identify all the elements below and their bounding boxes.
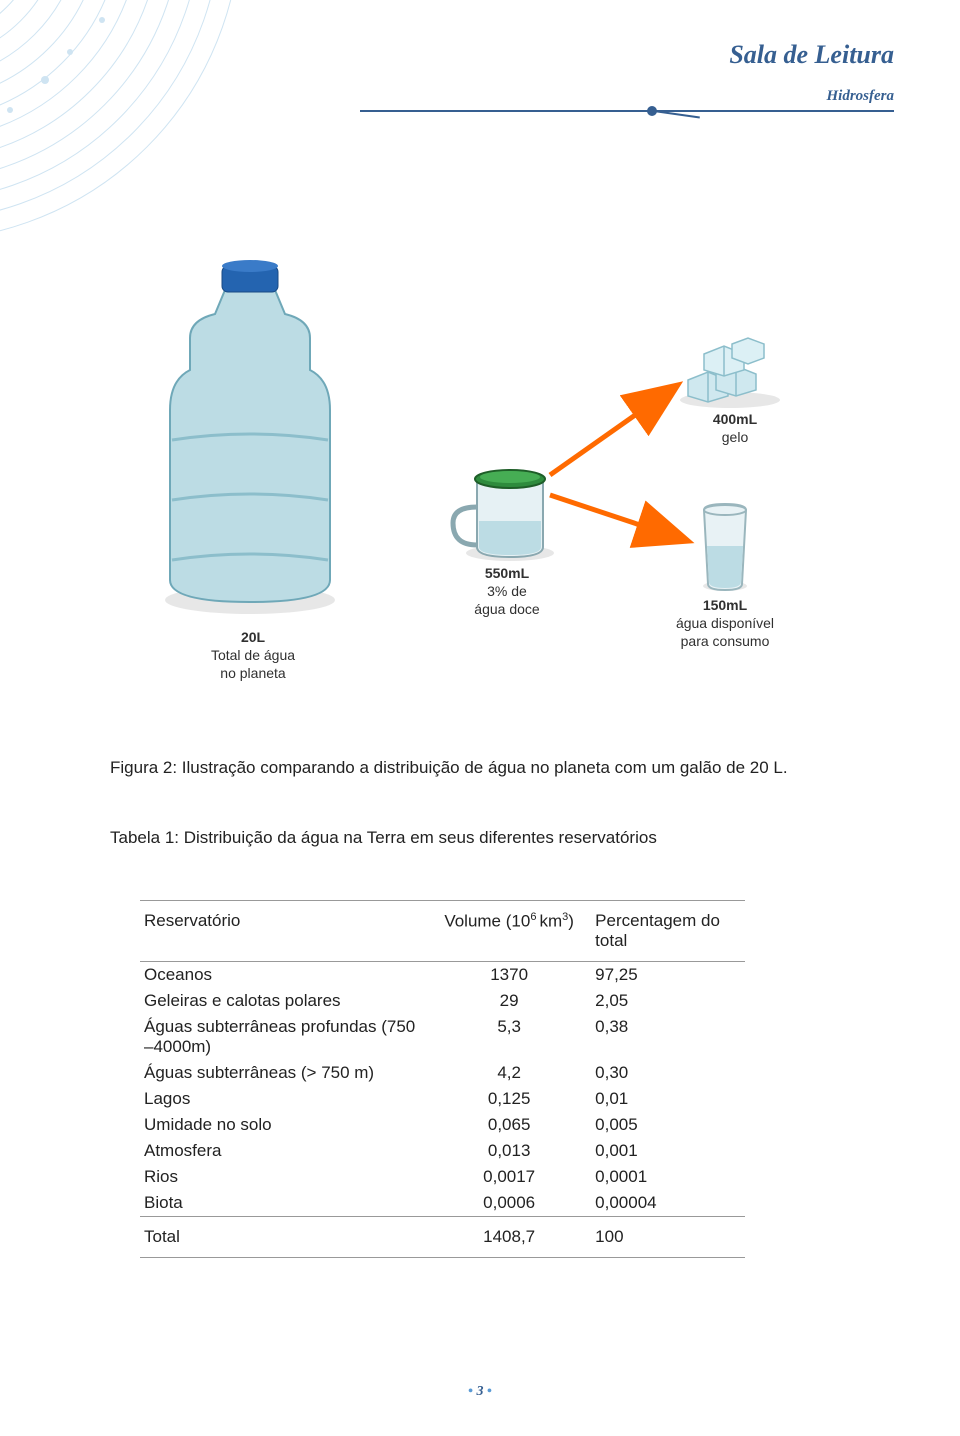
page-header: Sala de Leitura Hidrosfera — [729, 40, 894, 105]
table-row: Geleiras e calotas polares292,05 — [140, 988, 745, 1014]
table-row: Atmosfera0,0130,001 — [140, 1138, 745, 1164]
bottle-label: 20L Total de água no planeta — [168, 628, 338, 683]
ice-label: 400mL gelo — [685, 410, 785, 446]
glass-icon — [690, 500, 760, 595]
cup-label: 550mL 3% de água doce — [452, 564, 562, 619]
header-title: Sala de Leitura — [729, 40, 894, 70]
table-total-row: Total 1408,7 100 — [140, 1217, 745, 1258]
header-subtitle: Hidrosfera — [729, 88, 894, 105]
decorative-corner — [0, 0, 280, 280]
ice-icon — [670, 330, 790, 410]
header-rule — [360, 110, 894, 112]
table-caption: Tabela 1: Distribuição da água na Terra … — [110, 828, 830, 848]
table-header-volume: Volume (106 km3) — [427, 901, 591, 962]
page-number: 3 — [477, 1384, 484, 1399]
table-row: Águas subterrâneas profundas (750 –4000m… — [140, 1014, 745, 1060]
table-header-row: Reservatório Volume (106 km3) Percentage… — [140, 901, 745, 962]
table-row: Rios0,00170,0001 — [140, 1164, 745, 1190]
cup-icon — [435, 455, 565, 565]
footer-bullet-icon: • — [468, 1384, 473, 1399]
table-header-reservoir: Reservatório — [140, 901, 427, 962]
arrow-icon — [545, 490, 695, 555]
table-row: Lagos0,1250,01 — [140, 1086, 745, 1112]
figure-caption: Figura 2: Ilustração comparando a distri… — [110, 758, 830, 778]
table-header-percent: Percentagem do total — [591, 901, 745, 962]
glass-label: 150mL água disponível para consumo — [650, 596, 800, 651]
table-row: Oceanos137097,25 — [140, 962, 745, 989]
table-row: Umidade no solo0,0650,005 — [140, 1112, 745, 1138]
figure-illustration: 20L Total de água no planeta 550mL 3% de… — [130, 240, 830, 720]
table-row: Águas subterrâneas (> 750 m)4,20,30 — [140, 1060, 745, 1086]
table-row: Biota0,00060,00004 — [140, 1190, 745, 1217]
page-footer: • 3 • — [0, 1384, 960, 1400]
footer-bullet-icon: • — [487, 1384, 492, 1399]
distribution-table: Reservatório Volume (106 km3) Percentage… — [140, 900, 745, 1258]
bottle-icon — [130, 240, 370, 620]
